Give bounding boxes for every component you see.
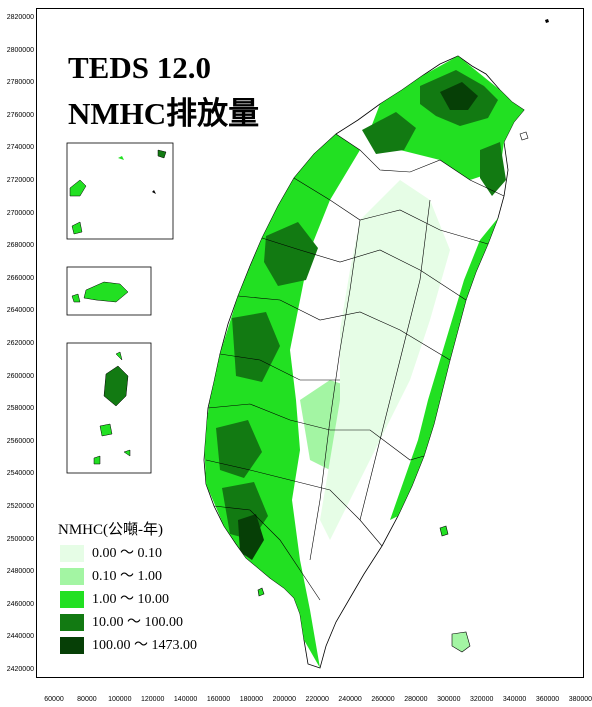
boundary-7 — [205, 459, 383, 547]
x-tick-label: 220000 — [305, 696, 329, 703]
y-tick-label: 2600000 — [6, 372, 34, 380]
legend-label: 10.00 ～ 100.00 — [92, 615, 183, 630]
taichung-dense — [264, 222, 318, 286]
xiaoliuqiu — [257, 587, 265, 597]
y-tick-label: 2820000 — [6, 14, 34, 21]
yilan-dense — [480, 142, 506, 196]
taiwan-main-island — [203, 55, 525, 669]
orchid-island — [451, 631, 471, 653]
map-title-line-2: NMHC排放量 — [68, 96, 260, 131]
boundary-3 — [261, 237, 467, 301]
y-tick-label: 2780000 — [6, 79, 34, 87]
boundary-9 — [309, 219, 361, 561]
legend-label: 100.00 ～ 1473.00 — [92, 638, 197, 653]
y-tick-label: 2540000 — [6, 470, 34, 478]
y-tick-label: 2560000 — [6, 437, 34, 445]
inset-matsu — [66, 266, 152, 316]
x-tick-label: 320000 — [470, 696, 494, 703]
y-tick-label: 2620000 — [6, 340, 34, 347]
x-tick-label: 380000 — [568, 696, 592, 703]
offshore-islets — [257, 19, 549, 653]
legend-label: 1.00 ～ 10.00 — [92, 592, 169, 607]
northeast-islet — [545, 19, 549, 23]
x-tick-label: 140000 — [173, 696, 198, 703]
taoyuan-dense — [362, 112, 416, 154]
legend-swatch — [60, 614, 84, 631]
x-tick-label: 80000 — [77, 696, 97, 703]
y-tick-label: 2720000 — [6, 177, 34, 184]
x-tick-label: 340000 — [502, 696, 527, 703]
y-tick-label: 2580000 — [6, 405, 34, 413]
legend-swatch — [60, 568, 84, 585]
emission-fill — [204, 56, 524, 668]
x-tick-label: 60000 — [44, 696, 64, 703]
y-tick-label: 2440000 — [6, 633, 34, 641]
changhua-dense — [232, 312, 280, 382]
boundary-1 — [335, 133, 505, 197]
legend-label: 0.00 ～ 0.10 — [92, 546, 162, 561]
chiayi-dense — [216, 420, 262, 478]
x-tick-label: 200000 — [272, 696, 296, 703]
boundary-10 — [359, 199, 431, 521]
x-tick-label: 160000 — [206, 696, 231, 703]
y-tick-label: 2640000 — [6, 307, 34, 315]
map-title-line-1: TEDS 12.0 — [68, 50, 211, 85]
x-tick-label: 280000 — [404, 696, 428, 703]
legend-swatch — [60, 545, 84, 562]
county-boundaries — [205, 133, 505, 601]
mountain-area — [320, 180, 450, 540]
y-tick-label: 2740000 — [6, 144, 34, 152]
legend-swatch — [60, 591, 84, 608]
y-tick-label: 2660000 — [6, 274, 34, 282]
y-tick-label: 2500000 — [6, 535, 34, 543]
legend-label: 0.10 ～ 1.00 — [92, 569, 162, 584]
green-island — [439, 525, 449, 537]
y-tick-label: 2480000 — [6, 568, 34, 576]
x-tick-label: 240000 — [338, 696, 362, 703]
boundary-5 — [219, 353, 340, 381]
taipei-core — [440, 82, 478, 110]
boundary-4 — [237, 295, 451, 361]
y-tick-label: 2700000 — [6, 209, 34, 217]
y-tick-label: 2520000 — [6, 503, 34, 510]
x-tick-label: 360000 — [535, 696, 560, 703]
y-tick-label: 2420000 — [6, 666, 34, 673]
x-tick-label: 180000 — [239, 696, 264, 703]
x-tick-label: 260000 — [371, 696, 395, 703]
east-rift-band — [390, 218, 498, 520]
boundary-2 — [293, 177, 489, 245]
y-tick-label: 2760000 — [6, 111, 34, 119]
y-tick-label: 2680000 — [6, 242, 34, 250]
x-tick-label: 300000 — [437, 696, 461, 703]
y-tick-label: 2800000 — [6, 46, 34, 54]
kaohsiung-core — [238, 514, 264, 560]
legend-title: NMHC(公噸-年) — [58, 522, 163, 538]
legend-swatch — [60, 637, 84, 654]
keelung-islet — [519, 131, 529, 141]
x-tick-label: 100000 — [108, 696, 132, 703]
inset-kinmen — [66, 142, 174, 240]
x-tick-label: 120000 — [141, 696, 165, 703]
boundary-8 — [213, 505, 321, 601]
y-tick-label: 2460000 — [6, 600, 34, 608]
boundary-6 — [207, 403, 425, 461]
inset-penghu — [66, 342, 152, 474]
